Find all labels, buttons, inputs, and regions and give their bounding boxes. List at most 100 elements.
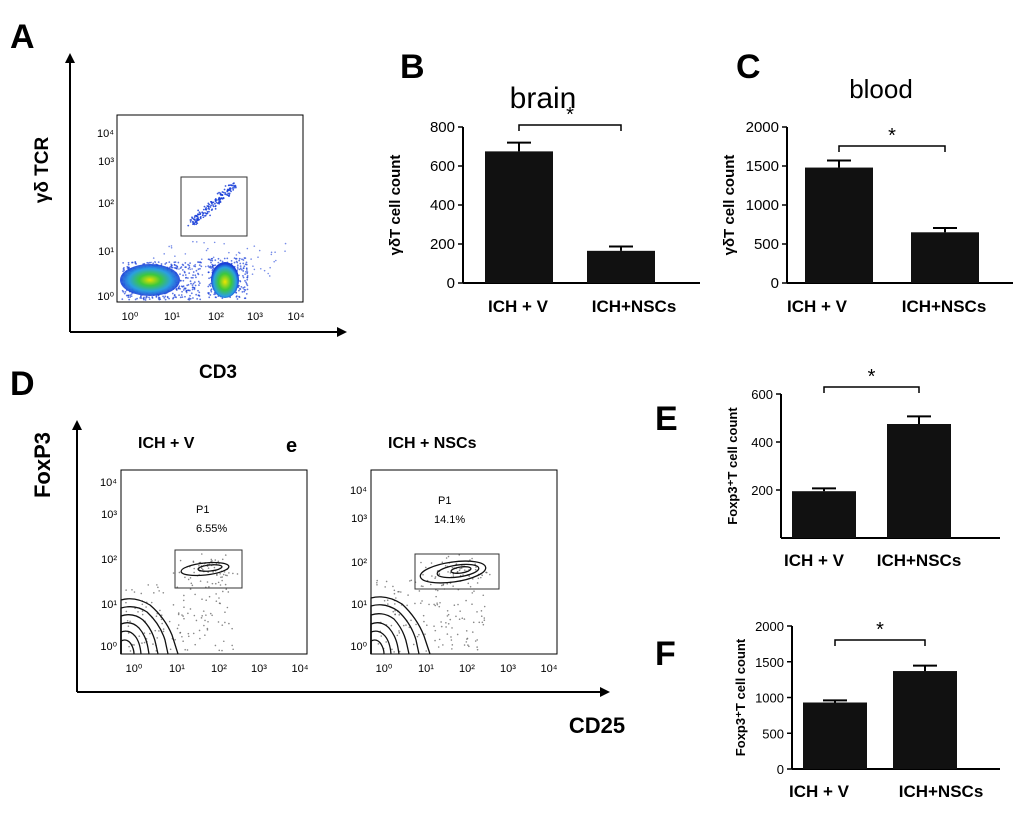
panel-a-event [228,251,230,254]
panel-a-ytick: 10¹ [98,246,114,258]
panel-a-event [202,208,205,211]
panel-a-event [190,292,193,295]
panel-d-event [214,644,217,647]
panel-a-event [125,294,128,297]
panel-a-event [253,268,256,271]
panel-d-event [406,604,408,607]
panel-a-event [225,193,228,196]
panel-a-event [194,284,197,287]
panel-a-event [239,262,242,265]
panel-d-event [394,603,396,605]
panel-a-event [241,258,243,261]
panel-d-right-xtick: 10¹ [418,663,434,675]
panel-a-event [245,283,248,285]
panel-a-event [185,266,187,268]
panel-d-event [409,580,411,582]
panel-a-event [245,269,248,271]
panel-d-event [189,608,192,610]
panel-a-event [209,282,212,285]
panel-a-event [124,291,127,293]
panel-d-right-contour [370,604,420,655]
panel-a-event [131,261,133,264]
panel-d-left-xtick: 10¹ [169,663,185,675]
panel-e-category-label: ICH + V [784,551,845,570]
panel-d-event [429,583,432,586]
panel-a-event [238,289,240,292]
panel-d-event [444,564,447,567]
panel-a-event [245,267,248,269]
panel-d-event [422,585,424,588]
panel-a-event [246,272,249,275]
panel-f-significance-star: * [876,619,884,641]
panel-b-y-tick-label: 200 [430,236,455,253]
panel-a-event [219,259,222,262]
panel-a-event [198,211,201,214]
panel-a-event [200,258,203,261]
panel-d-event [392,585,394,588]
panel-d-right-contour [370,613,410,655]
panel-d-event [205,599,207,602]
panel-a-event [268,275,271,277]
panel-a-event [274,251,276,254]
panel-d-event [468,645,470,648]
panel-d-right-contour [370,630,392,655]
panel-a-event [182,285,185,288]
panel-d-event [396,634,399,637]
panel-d-event [200,617,203,619]
panel-d-event [192,560,195,563]
panel-d-event [475,566,477,568]
panel-d-event [385,580,388,583]
panel-d-event [193,614,196,617]
panel-d-event [455,615,457,618]
panel-a-event [221,193,224,196]
panel-d-event [395,597,397,599]
panel-d-event [376,579,378,582]
panel-d-event [204,619,206,622]
panel-a-event [207,247,209,250]
panel-d-left-xtick: 10⁴ [292,663,309,675]
panel-a-event [245,263,248,266]
panel-a-event [238,268,241,271]
panel-a-event [194,265,197,268]
panel-d-event [380,635,383,637]
panel-d-right-gate-contour [419,560,487,584]
panel-d-event [424,633,426,635]
panel-d-event [398,590,400,593]
panel-d-event [450,639,453,641]
panel-d-event [415,623,417,626]
panel-d-right-xtick: 10⁴ [541,663,558,675]
panel-a-event [242,267,245,270]
panel-a-event [250,258,252,260]
panel-a-event [210,209,213,212]
panel-a-event [242,287,245,289]
panel-a-event [164,295,167,298]
panel-a-event [123,269,126,271]
panel-a-event [199,267,201,270]
panel-a-event [188,272,191,275]
panel-d-event [398,632,401,634]
panel-d-event [440,621,442,623]
panel-d-event [141,610,144,612]
panel-a-event [217,261,220,264]
panel-d-event [392,610,395,613]
panel-d-event [472,621,475,624]
panel-d-event [206,629,209,631]
panel-letter-c: C [736,48,761,86]
panel-d-event [179,559,182,562]
panel-a-event [193,288,196,291]
panel-d-event [434,576,437,578]
panel-d-event [129,650,132,652]
panel-d-left-gate-contour [197,564,223,572]
panel-d-event [463,618,466,620]
panel-d-event [456,571,459,573]
panel-a-event [252,265,254,267]
panel-a-event [192,271,195,273]
panel-d-event [133,591,136,593]
panel-a-event [196,213,199,216]
panel-a-event [200,261,202,264]
panel-a-event [233,186,235,189]
panel-f-bar-chart: 0 500 1000 1500 2000 Foxp3⁺T cell count ICH + … [733,619,1000,801]
panel-d-event [481,621,484,624]
panel-d-event [215,593,217,595]
panel-a-event [246,276,249,279]
